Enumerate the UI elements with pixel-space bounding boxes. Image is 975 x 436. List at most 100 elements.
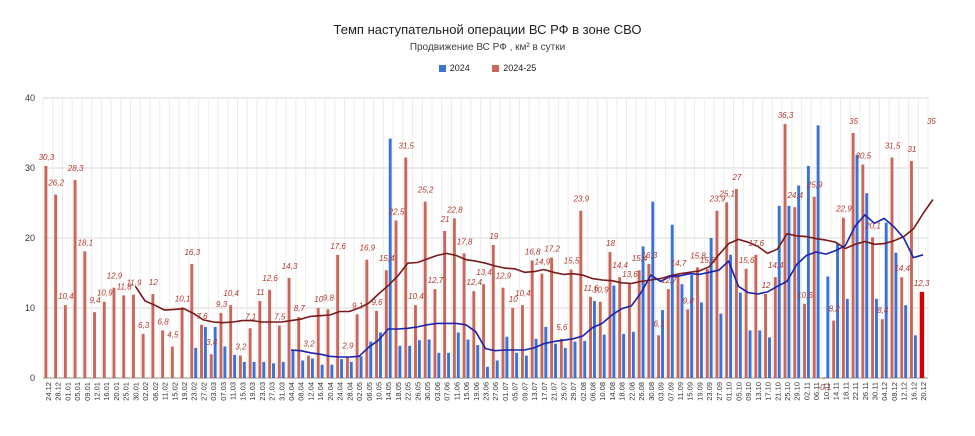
bar-2024-25	[579, 210, 583, 378]
bar-2024	[310, 358, 314, 378]
bar-2024	[340, 359, 344, 378]
data-label-2024-25: 10,9	[97, 289, 113, 298]
bar-2024-25	[141, 333, 145, 378]
x-tick-label: 19.06	[472, 382, 481, 401]
bar-2024	[709, 238, 713, 378]
bar-2024	[738, 292, 742, 378]
bar-2024-25	[423, 201, 427, 378]
data-label-2024-25: 17,6	[330, 242, 346, 251]
data-label-2024-25: 6,1	[654, 319, 665, 328]
bar-2024	[806, 165, 810, 378]
x-tick-label: 17.10	[764, 382, 773, 401]
x-tick-label: 13.07	[530, 382, 539, 401]
data-label-2024-25: 9,1	[352, 301, 363, 310]
x-tick-label: 09.10	[744, 382, 753, 401]
bar-2024-25	[404, 157, 408, 378]
x-tick-label: 04.04	[287, 382, 296, 401]
bar-2024-25	[666, 289, 670, 378]
bar-2024	[223, 346, 227, 378]
x-tick-label: 09.01	[83, 382, 92, 401]
data-label-2024-25: 12,7	[661, 276, 677, 285]
bar-2024-25	[822, 378, 826, 379]
bar-2024-25	[54, 194, 58, 378]
x-tick-label: 08.12	[890, 382, 899, 401]
data-label-2024-25: 19	[489, 232, 498, 241]
bar-2024	[680, 284, 684, 378]
bar-2024-25	[44, 165, 48, 378]
bar-2024	[719, 313, 723, 378]
bar-2024	[836, 243, 840, 378]
x-tick-label: 02.08	[579, 382, 588, 401]
bar-2024-25	[180, 307, 184, 378]
bar-2024-25	[287, 277, 291, 378]
bar-2024	[865, 193, 869, 378]
bar-2024	[826, 276, 830, 378]
x-tick-label: 21.07	[550, 382, 559, 401]
data-label-2024-25: 12,9	[107, 272, 123, 281]
bar-2024-25	[754, 254, 758, 378]
bar-2024	[252, 361, 256, 378]
x-tick-label: 23.03	[258, 382, 267, 401]
bar-2024-25	[112, 287, 116, 378]
bar-2024	[913, 335, 917, 378]
bar-2024-25	[122, 295, 126, 378]
data-label-2024-25: 22,9	[835, 205, 852, 214]
bar-2024-25	[550, 257, 554, 378]
bar-2024-25	[443, 231, 447, 378]
bar-2024-25	[812, 196, 816, 378]
bar-2024-25	[375, 310, 379, 378]
bar-2024-25	[861, 164, 865, 378]
data-label-2024-25: 14,9	[535, 258, 551, 267]
bar-2024	[408, 345, 412, 378]
x-tick-label: 20.04	[326, 382, 335, 401]
bar-2024-25	[501, 287, 505, 378]
bar-2024-25	[919, 291, 925, 378]
data-label-2024-25: 23,9	[573, 195, 590, 204]
bar-2024-25	[131, 294, 135, 378]
x-tick-label: 03.09	[657, 382, 666, 401]
x-tick-label: 25.07	[559, 382, 568, 401]
data-label-2024-25: 10,4	[515, 289, 531, 298]
data-label-2024-25: 12	[149, 278, 158, 287]
x-tick-label: 05.01	[73, 382, 82, 401]
data-label-2024-25: 22,5	[388, 208, 405, 217]
x-tick-label: 25.10	[783, 382, 792, 401]
trend-line-2024	[290, 214, 924, 358]
x-tick-label: 30.08	[647, 382, 656, 401]
bar-2024-25	[764, 294, 768, 378]
data-label-2024-25: 16,9	[360, 244, 376, 253]
y-tick-label: 0	[30, 373, 35, 383]
bar-2024	[875, 298, 878, 378]
data-label-2024-25: 10,4	[408, 292, 424, 301]
data-label-2024-25: 8,2	[829, 305, 841, 314]
bar-2024-25	[618, 277, 622, 378]
data-label-2024-25: 22,8	[446, 205, 463, 214]
data-label-2024-25: 25,1	[718, 189, 735, 198]
x-tick-label: 14.05	[384, 382, 393, 401]
x-tick-label: 30.05	[423, 382, 432, 401]
bar-2024	[787, 205, 791, 378]
bar-2024-25	[890, 157, 894, 378]
bar-2024	[592, 301, 596, 378]
bar-2024-25	[345, 357, 349, 378]
bar-2024	[203, 326, 207, 378]
data-label-2024-25: 9,6	[372, 298, 384, 307]
bar-2024-25	[63, 305, 67, 378]
bar-2024-25	[268, 289, 272, 378]
x-tick-label: 12.01	[93, 382, 102, 401]
data-label-2024-25: 3,4	[206, 338, 218, 347]
data-label-2024-25: 23,9	[709, 195, 726, 204]
x-tick-label: 22.11	[851, 382, 860, 400]
bar-2024-25	[355, 314, 359, 378]
x-tick-label: 12.04	[306, 382, 315, 401]
bar-2024-25	[394, 220, 398, 378]
bar-2024	[262, 361, 266, 378]
x-tick-label: 30.11	[871, 382, 880, 400]
data-label-2024-25: 17,8	[457, 237, 473, 246]
data-label-2024-25: 26,2	[47, 179, 64, 188]
bar-2024-25	[744, 268, 748, 378]
data-label-2024-25: 21	[440, 215, 450, 224]
x-tick-label: 02.02	[141, 382, 150, 401]
data-label-2024-25: 16,8	[525, 247, 541, 256]
